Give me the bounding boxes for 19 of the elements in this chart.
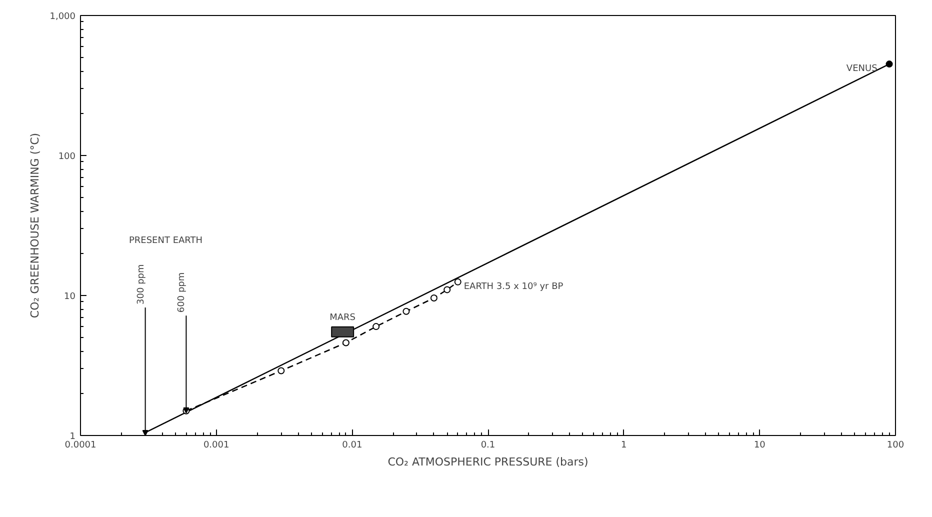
- x-tick-label: 0.0001: [64, 440, 96, 450]
- annotation: EARTH 3.5 x 10⁹ yr BP: [464, 282, 564, 292]
- annotation: MARS: [330, 312, 356, 323]
- annotation: 600 ppm: [177, 272, 188, 313]
- x-tick-label: 0.1: [480, 440, 496, 450]
- x-tick-label: 10: [754, 440, 766, 450]
- y-tick-label: 10: [64, 292, 76, 302]
- x-axis-title: CO₂ ATMOSPHERIC PRESSURE (bars): [388, 456, 588, 468]
- x-tick-label: 0.001: [203, 440, 230, 450]
- y-tick-label: 1,000: [50, 12, 76, 22]
- x-tick-label: 100: [886, 440, 904, 450]
- annotation: VENUS: [846, 64, 878, 74]
- y-tick-label: 1: [70, 432, 76, 442]
- x-tick-label: 0.01: [342, 440, 362, 450]
- y-tick-label: 100: [58, 152, 76, 162]
- y-axis-title: CO₂ GREENHOUSE WARMING (°C): [28, 132, 42, 318]
- annotation: PRESENT EARTH: [128, 236, 203, 246]
- annotation: 300 ppm: [136, 264, 146, 304]
- x-tick-label: 1: [620, 440, 627, 450]
